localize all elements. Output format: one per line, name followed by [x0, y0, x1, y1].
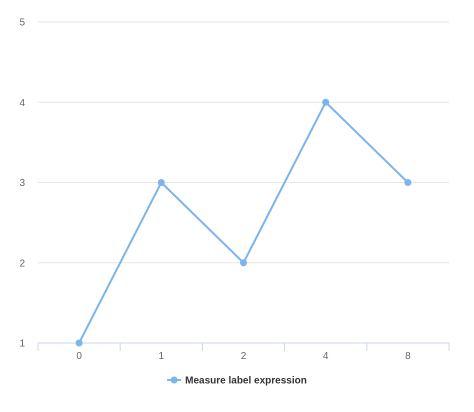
- gridlines: [38, 21, 449, 264]
- x-tick-label: 2: [241, 351, 247, 362]
- legend-swatch-marker: [170, 376, 178, 384]
- y-axis: 1 2 3 4 5: [19, 18, 25, 350]
- data-point[interactable]: [404, 179, 412, 186]
- y-tick-label: 3: [19, 178, 25, 189]
- data-point[interactable]: [322, 98, 330, 106]
- series-area: [75, 98, 412, 347]
- series-line: [78, 101, 409, 344]
- x-tick-label: 0: [76, 351, 82, 362]
- y-tick-label: 1: [19, 339, 25, 350]
- x-tick-label: 4: [323, 351, 329, 362]
- legend[interactable]: Measure label expression: [167, 376, 307, 387]
- data-point[interactable]: [157, 179, 165, 186]
- x-tick-label: 1: [159, 351, 165, 362]
- y-tick-label: 2: [19, 258, 25, 269]
- legend-label[interactable]: Measure label expression: [185, 376, 307, 387]
- y-tick-label: 5: [19, 18, 25, 29]
- x-tick-label: 8: [405, 351, 411, 362]
- x-axis: 0 1 2 4 8: [37, 342, 450, 362]
- y-tick-label: 4: [19, 98, 25, 109]
- data-point[interactable]: [75, 339, 83, 347]
- data-point[interactable]: [240, 259, 247, 267]
